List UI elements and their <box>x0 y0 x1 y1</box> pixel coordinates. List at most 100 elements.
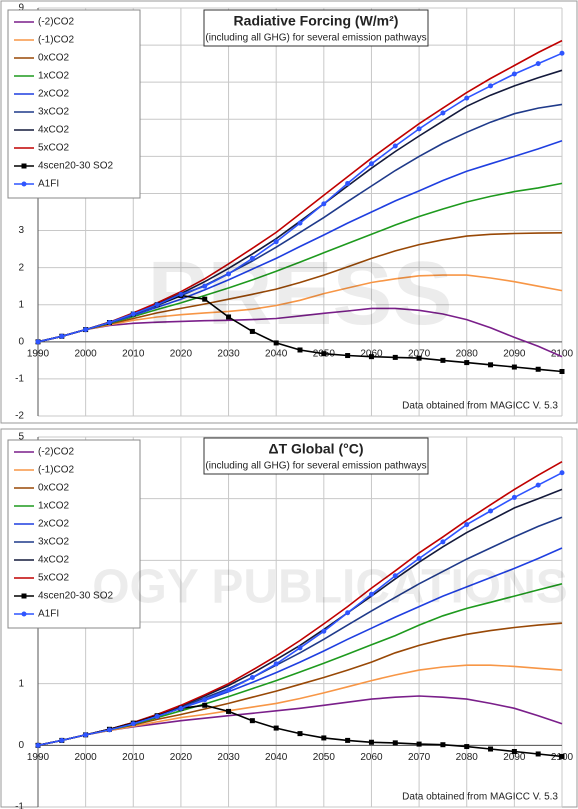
marker <box>273 725 279 731</box>
marker <box>249 675 255 680</box>
marker <box>488 362 494 368</box>
legend-marker <box>21 181 27 187</box>
marker <box>392 573 398 579</box>
chart-subtitle: (including all GHG) for several emission… <box>205 33 426 44</box>
legend-marker <box>21 611 27 617</box>
x-tick-label: 2070 <box>408 348 431 359</box>
x-tick-label: 2000 <box>75 752 98 763</box>
series-line <box>37 307 563 358</box>
marker <box>559 470 565 476</box>
marker <box>488 746 494 752</box>
y-tick-label: 2 <box>18 262 24 273</box>
legend-label: A1FI <box>38 609 59 620</box>
title-box <box>203 437 429 475</box>
series-line <box>37 182 563 343</box>
legend: (-2)CO2 (-1)CO2 0xCO2 1xCO2 2xCO2 3xCO2 4xCO2 5… <box>7 439 141 629</box>
marker <box>202 283 208 289</box>
legend-label: 4scen20-30 SO2 <box>38 591 113 602</box>
legend-label: 5xCO2 <box>38 573 70 584</box>
marker <box>226 314 232 320</box>
chart-subtitle: (including all GHG) for several emission… <box>205 461 426 472</box>
legend-label: 1xCO2 <box>38 501 70 512</box>
marker <box>106 727 112 733</box>
marker <box>488 83 494 89</box>
marker <box>321 735 327 741</box>
series-line <box>37 664 563 747</box>
legend-marker <box>21 163 27 169</box>
x-tick-label: 2030 <box>217 752 240 763</box>
marker <box>464 522 470 528</box>
x-tick-label: 2050 <box>313 752 336 763</box>
title-box <box>203 9 429 47</box>
legend: (-2)CO2 (-1)CO2 0xCO2 1xCO2 2xCO2 3xCO2 4xCO2 5… <box>7 9 141 199</box>
marker <box>416 741 422 747</box>
marker <box>464 360 470 366</box>
marker <box>440 539 446 545</box>
series-line <box>37 232 563 343</box>
marker <box>226 271 232 277</box>
legend-label: 4xCO2 <box>38 555 70 566</box>
y-tick-label: 0 <box>18 336 24 347</box>
marker <box>202 702 208 708</box>
chart-panel: -2-1012345678919902000201020202030204020… <box>0 0 578 424</box>
x-tick-label: 2080 <box>456 348 479 359</box>
x-tick-label: 2060 <box>360 752 383 763</box>
marker <box>368 354 374 360</box>
marker <box>392 740 398 746</box>
y-tick-label: 5 <box>18 432 24 443</box>
y-tick-label: -1 <box>15 802 24 809</box>
marker <box>416 355 422 361</box>
marker <box>511 494 517 500</box>
marker <box>59 333 65 339</box>
marker <box>226 687 232 693</box>
marker <box>130 311 136 317</box>
y-tick-label: 1 <box>18 299 24 310</box>
marker <box>368 739 374 745</box>
x-tick-label: 2080 <box>456 752 479 763</box>
x-tick-label: 2040 <box>265 348 288 359</box>
marker <box>488 508 494 514</box>
legend-label: 3xCO2 <box>38 107 70 118</box>
series-line <box>37 274 563 343</box>
chart-panel: -101234519902000201020202030204020502060… <box>0 428 578 809</box>
y-tick-label: 3 <box>18 225 24 236</box>
legend-label: 4xCO2 <box>38 125 70 136</box>
marker <box>35 742 41 748</box>
marker <box>464 744 470 750</box>
marker <box>368 591 374 597</box>
legend-label: 3xCO2 <box>38 537 70 548</box>
legend-label: 2xCO2 <box>38 519 70 530</box>
annotation: Data obtained from MAGICC V. 5.3 <box>402 401 558 412</box>
marker <box>464 95 470 101</box>
marker <box>154 302 160 308</box>
marker <box>511 71 517 77</box>
marker <box>416 126 422 132</box>
marker <box>416 555 422 561</box>
legend-label: 5xCO2 <box>38 143 70 154</box>
marker <box>535 482 541 488</box>
marker <box>59 737 65 743</box>
marker <box>249 328 255 334</box>
legend-label: 1xCO2 <box>38 71 70 82</box>
marker <box>559 50 565 56</box>
marker <box>273 340 279 346</box>
marker <box>559 753 565 759</box>
marker <box>178 291 184 297</box>
marker <box>535 61 541 67</box>
x-tick-label: 2100 <box>551 348 574 359</box>
marker <box>249 718 255 724</box>
legend-label: (-1)CO2 <box>38 465 75 476</box>
x-tick-label: 2070 <box>408 752 431 763</box>
marker <box>535 366 541 372</box>
legend-label: (-2)CO2 <box>38 17 75 28</box>
chart-title: ΔT Global (°C) <box>269 441 364 457</box>
x-tick-label: 2020 <box>170 348 193 359</box>
marker <box>440 110 446 116</box>
marker <box>440 357 446 363</box>
marker <box>345 180 351 186</box>
marker <box>511 364 517 370</box>
marker <box>511 749 517 754</box>
y-tick-label: -1 <box>15 374 24 385</box>
marker <box>368 161 374 167</box>
x-tick-label: 2030 <box>217 348 240 359</box>
